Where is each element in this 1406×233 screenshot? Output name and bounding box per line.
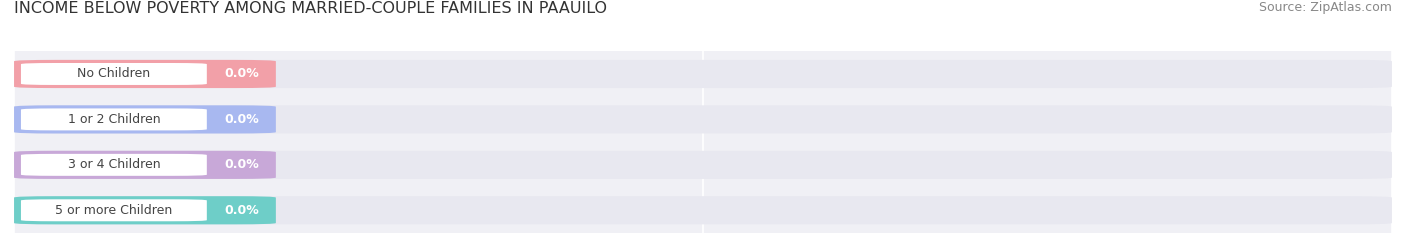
FancyBboxPatch shape: [14, 105, 276, 134]
FancyBboxPatch shape: [14, 60, 276, 88]
Text: 0.0%: 0.0%: [224, 204, 259, 217]
FancyBboxPatch shape: [14, 60, 1392, 88]
Text: 0.0%: 0.0%: [224, 158, 259, 171]
FancyBboxPatch shape: [21, 108, 207, 130]
Text: 0.0%: 0.0%: [224, 68, 259, 80]
FancyBboxPatch shape: [14, 105, 1392, 134]
FancyBboxPatch shape: [21, 199, 207, 221]
Text: 5 or more Children: 5 or more Children: [55, 204, 173, 217]
FancyBboxPatch shape: [14, 151, 1392, 179]
FancyBboxPatch shape: [14, 196, 1392, 224]
Text: 1 or 2 Children: 1 or 2 Children: [67, 113, 160, 126]
Text: 3 or 4 Children: 3 or 4 Children: [67, 158, 160, 171]
Text: No Children: No Children: [77, 68, 150, 80]
Text: INCOME BELOW POVERTY AMONG MARRIED-COUPLE FAMILIES IN PAAUILO: INCOME BELOW POVERTY AMONG MARRIED-COUPL…: [14, 1, 607, 16]
FancyBboxPatch shape: [14, 196, 276, 224]
FancyBboxPatch shape: [21, 63, 207, 85]
Text: Source: ZipAtlas.com: Source: ZipAtlas.com: [1258, 1, 1392, 14]
FancyBboxPatch shape: [14, 151, 276, 179]
Text: 0.0%: 0.0%: [224, 113, 259, 126]
FancyBboxPatch shape: [21, 154, 207, 176]
